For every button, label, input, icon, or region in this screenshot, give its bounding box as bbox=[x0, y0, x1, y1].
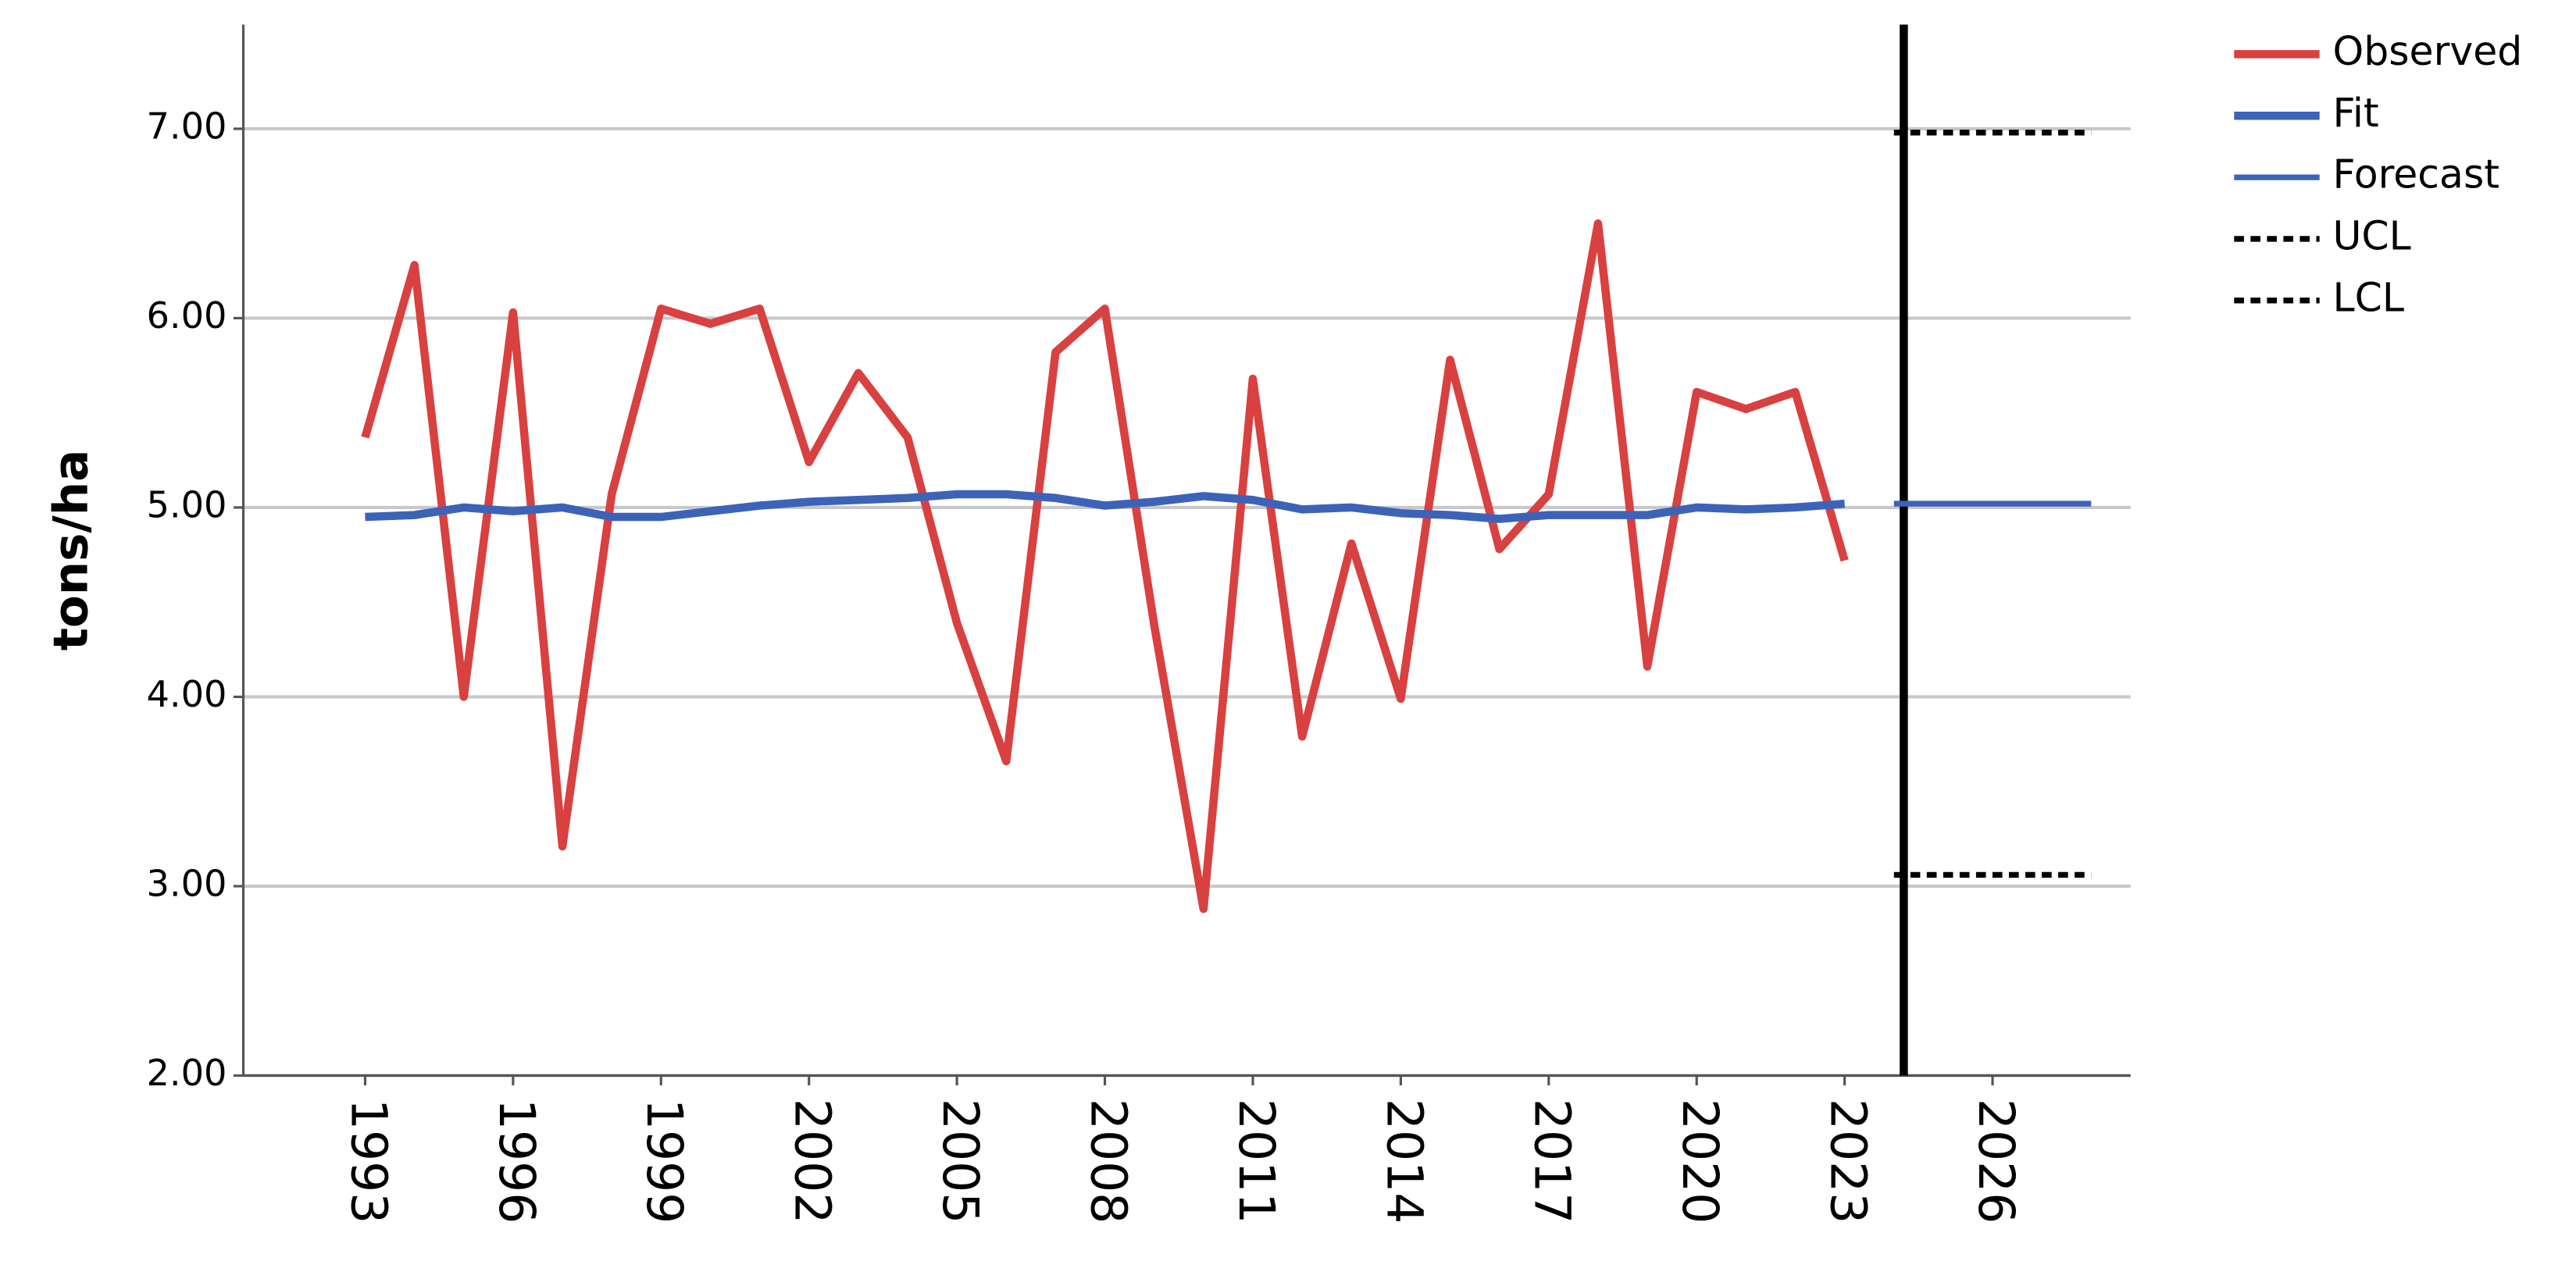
x-tick-label: 2023 bbox=[1820, 1099, 1878, 1224]
legend-label: UCL bbox=[2332, 212, 2410, 258]
y-tick-label: 7.00 bbox=[147, 105, 227, 147]
legend-label: Observed bbox=[2332, 28, 2522, 74]
y-axis-label: tons/ha bbox=[44, 450, 99, 651]
series-line bbox=[361, 219, 1849, 914]
y-tick-label: 4.00 bbox=[147, 673, 227, 715]
x-tick-label: 1996 bbox=[488, 1099, 546, 1224]
x-tick-label: 1993 bbox=[340, 1099, 398, 1224]
legend-label: LCL bbox=[2332, 274, 2403, 320]
x-tick-label: 2005 bbox=[932, 1099, 990, 1224]
y-tick-label: 2.00 bbox=[147, 1052, 227, 1094]
x-tick-label: 2017 bbox=[1524, 1099, 1582, 1224]
x-tick-label: 2002 bbox=[784, 1099, 842, 1224]
x-tick-label: 1999 bbox=[636, 1099, 694, 1224]
y-tick-label: 3.00 bbox=[147, 862, 227, 904]
x-tick-label: 2011 bbox=[1228, 1099, 1286, 1224]
legend-label: Fit bbox=[2332, 90, 2378, 136]
x-tick-label: 2014 bbox=[1375, 1099, 1433, 1224]
series-line bbox=[365, 490, 1846, 523]
y-tick-label: 6.00 bbox=[147, 294, 227, 337]
x-tick-label: 2020 bbox=[1672, 1099, 1729, 1224]
x-tick-label: 2026 bbox=[1968, 1099, 2025, 1224]
x-tick-label: 2008 bbox=[1079, 1099, 1137, 1224]
y-tick-label: 5.00 bbox=[147, 483, 227, 525]
legend-label: Forecast bbox=[2332, 151, 2499, 198]
